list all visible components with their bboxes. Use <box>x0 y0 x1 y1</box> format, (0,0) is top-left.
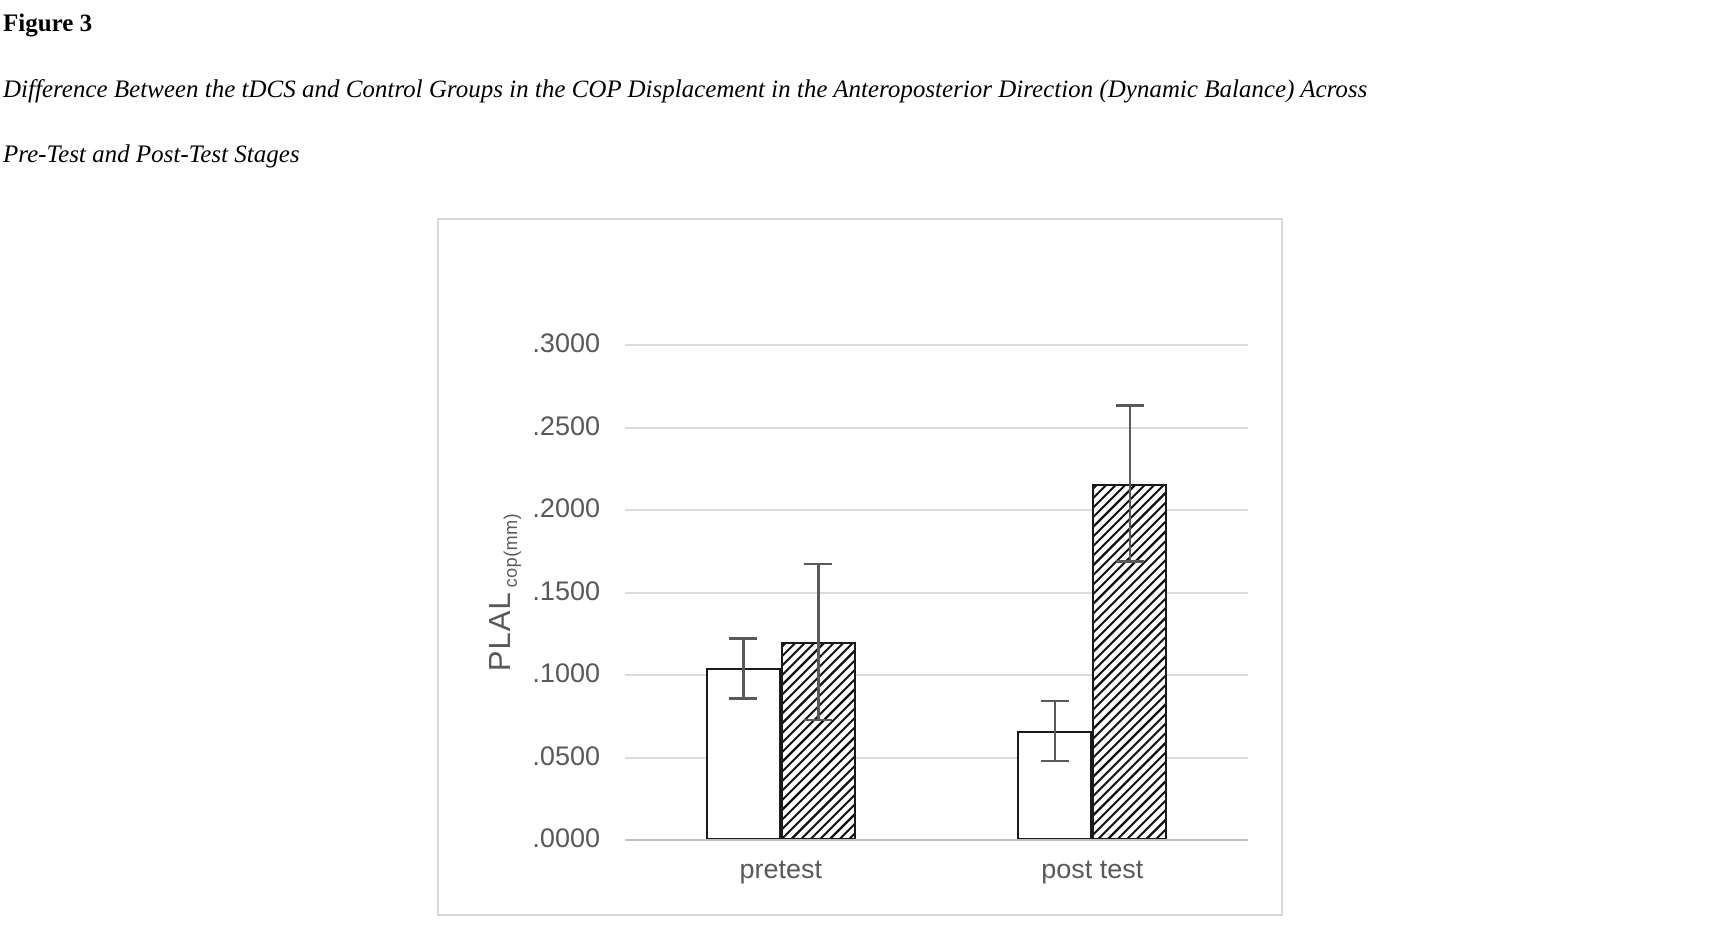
error-bar-cap-bottom <box>1040 759 1069 763</box>
white-solid-bar <box>1017 731 1093 840</box>
bar-chart: PLALcop(mm) .0000.0500.1000.1500.2000.25… <box>437 218 1283 916</box>
error-bar-stem <box>817 562 820 722</box>
gridline <box>625 591 1248 594</box>
error-bar-stem <box>742 637 745 700</box>
y-tick-label: .0500 <box>532 740 600 771</box>
error-bar <box>804 562 833 722</box>
y-tick-label: .1500 <box>532 575 600 606</box>
gridline <box>625 756 1248 759</box>
figure-caption-line2: Pre-Test and Post-Test Stages <box>3 141 300 168</box>
gridline <box>625 426 1248 429</box>
error-bar-cap-bottom <box>729 697 758 700</box>
y-tick-label: .2000 <box>532 493 600 523</box>
error-bar-cap-top <box>1115 404 1144 407</box>
error-bar-stem <box>1128 404 1131 563</box>
error-bar-cap-bottom <box>804 718 833 722</box>
y-tick-label: .1000 <box>532 658 600 688</box>
error-bar <box>1040 699 1069 763</box>
error-bar <box>729 637 758 700</box>
figure-caption-line1: Difference Between the tDCS and Control … <box>3 76 1368 103</box>
gridline <box>625 509 1248 511</box>
error-bar-stem <box>1053 699 1056 763</box>
plot-area <box>625 344 1248 841</box>
y-tick-label: .2500 <box>532 410 600 441</box>
error-bar-cap-bottom <box>1115 560 1144 563</box>
figure-label: Figure 3 <box>3 10 93 37</box>
y-tick-label: .0000 <box>532 823 600 853</box>
x-axis-baseline <box>625 839 1248 841</box>
y-tick-label: .3000 <box>532 328 600 358</box>
error-bar-cap-top <box>1040 699 1069 703</box>
gridline <box>625 674 1248 676</box>
error-bar-cap-top <box>804 562 833 566</box>
error-bar <box>1115 404 1144 563</box>
gridline <box>625 344 1248 346</box>
x-category-label: post test <box>1041 854 1144 884</box>
error-bar-cap-top <box>729 637 758 640</box>
x-category-label: pretest <box>739 854 823 884</box>
